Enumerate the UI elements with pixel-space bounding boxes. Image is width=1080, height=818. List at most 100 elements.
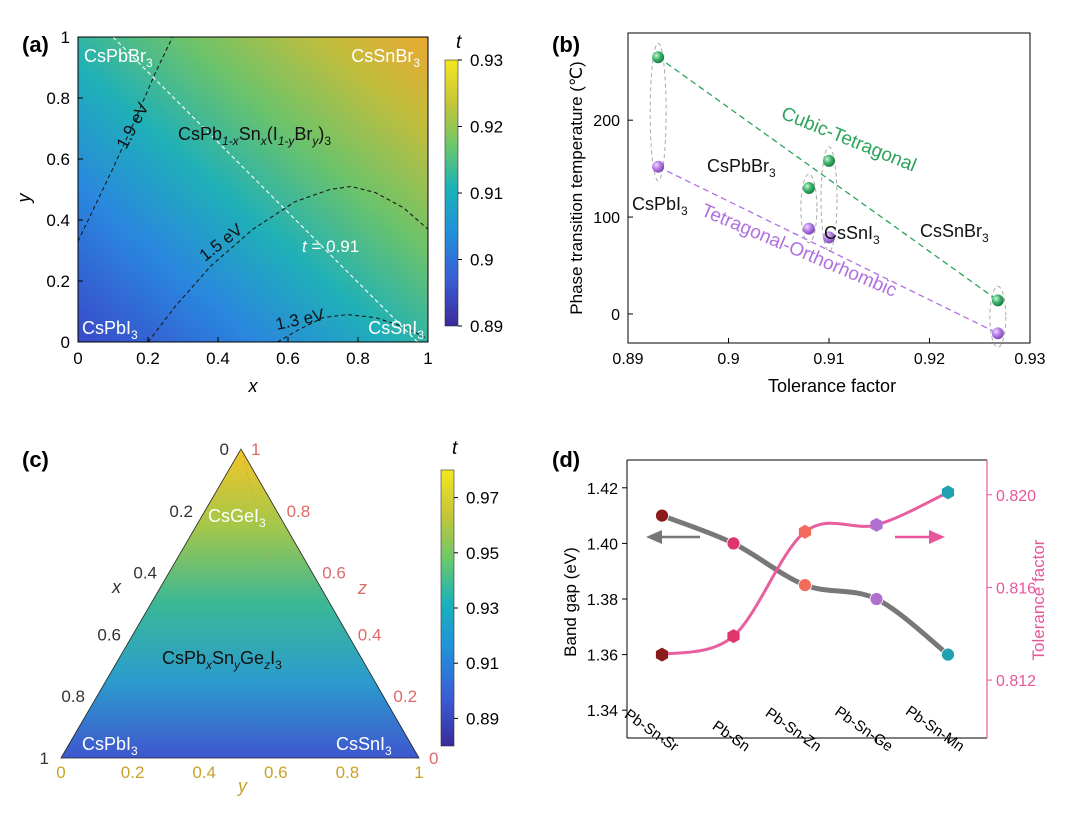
compound-label-cssni3: CsSnI3 [824, 223, 880, 247]
group-ellipse [649, 42, 667, 182]
ternary-tick-z: 0 [429, 749, 438, 768]
panel-label-d: (d) [552, 447, 580, 472]
vertex-left: CsPbI3 [82, 734, 138, 758]
tolerance-marker [655, 647, 669, 662]
panel-label-a: (a) [22, 32, 49, 57]
panel-a: (a) 0 0.2 0.4 0.6 0.8 1 0 0.2 0.4 0.6 0.8 1 y x CsP… [14, 28, 503, 396]
y-axis-label-b: Phase transition temperature (℃) [567, 61, 586, 314]
y-tick-label-a: 0 [61, 333, 70, 352]
group-ellipse [800, 173, 818, 244]
contour-line [277, 314, 428, 342]
y-tick-label-right-d: 0.816 [996, 580, 1036, 597]
y-tick-label-a: 1 [61, 28, 70, 47]
colorbar-tick-label-a: 0.9 [470, 251, 494, 270]
x-tick-label-a: 1 [423, 349, 432, 368]
ternary-axis-z: z [357, 578, 367, 598]
y-tick-label-left-d: 1.40 [587, 536, 618, 553]
x-tick-label-a: 0.6 [276, 349, 300, 368]
data-point [652, 51, 665, 64]
vertex-right: CsSnI3 [336, 734, 392, 758]
band-gap-marker [726, 536, 741, 551]
y-tick-label-left-d: 1.38 [587, 592, 618, 609]
colorbar-tick-label-a: 0.92 [470, 118, 503, 137]
colorbar-tick-label-c: 0.95 [466, 544, 499, 563]
band-gap-marker [941, 647, 955, 662]
series-line [661, 491, 949, 657]
corner-top-left: CsPbBr3 [84, 46, 153, 70]
band-gap-marker [655, 508, 669, 523]
axes-a: 0 0.2 0.4 0.6 0.8 1 0 0.2 0.4 0.6 0.8 1 [46, 28, 432, 368]
category-label: Pb-Sn-Mn [902, 703, 967, 756]
heatmap-a [78, 37, 428, 342]
data-point [823, 231, 835, 244]
panel-c: (c) 00.20.40.60.810 0.2 0.4 0.6 0.8 100.20.40… [22, 438, 499, 796]
y-tick-label-left-d: 1.42 [587, 481, 618, 498]
contour-line [147, 185, 428, 342]
ternary-tick-y: 0 [56, 763, 65, 782]
x-tick-label-b: 0.92 [914, 351, 945, 368]
y-tick-label-a: 0.6 [46, 150, 70, 169]
y-tick-label-right-d: 0.812 [996, 673, 1036, 690]
formula-a: CsPb1-xSnx(I1-yBry)3 [178, 124, 331, 148]
ternary-tick-z: 0.6 [322, 564, 346, 583]
compound-label-cspbbr3: CsPbBr3 [707, 156, 776, 180]
category-label: Pb-Sn-Sr [621, 706, 681, 755]
series-label-cubic-tetragonal: Cubic-Tetragonal [778, 103, 919, 176]
iso-t-line [112, 37, 418, 342]
ternary-tick-z: 0.8 [287, 502, 311, 521]
corner-top-right: CsSnBr3 [351, 46, 420, 70]
ternary-tick-y: 0.4 [192, 763, 216, 782]
colorbar-a [444, 59, 459, 327]
trend-line [657, 166, 999, 334]
ternary-tick-x: 0.2 [169, 502, 193, 521]
data-point [991, 294, 1004, 307]
x-tick-label-b: 0.93 [1014, 351, 1045, 368]
category-label: Pb-Sn-Ge [832, 703, 896, 755]
colorbar-tick-label-a: 0.89 [470, 317, 503, 336]
ternary-tick-x: 0.8 [61, 687, 85, 706]
formula-c: CsPbxSnyGezI3 [162, 648, 282, 672]
tolerance-marker [941, 485, 955, 500]
ternary-tick-y: 1 [414, 763, 423, 782]
ternary-tick-y: 0.8 [336, 763, 360, 782]
data-point [802, 182, 815, 194]
panel-label-c: (c) [22, 447, 49, 472]
ternary-tick-x: 1 [40, 749, 49, 768]
y-tick-label-b: 200 [593, 113, 620, 130]
x-axis-label-b: Tolerance factor [768, 376, 896, 396]
ternary-tick-z: 0.2 [393, 687, 417, 706]
vertex-top: CsGeI3 [208, 506, 266, 530]
series-label-tetragonal-orthorhombic: Tetragonal-Orthorhombic [698, 200, 900, 301]
colorbar-label-c: t [452, 438, 458, 459]
data-point [823, 154, 835, 167]
panel-b: (b) 0.89 0.9 0.91 0.92 0.93 0 100 200 Tolerance… [552, 32, 1046, 396]
colorbar-tick-label-c: 0.89 [466, 709, 499, 728]
colorbar-tick-label-a: 0.91 [470, 184, 503, 203]
group-ellipse [989, 285, 1007, 348]
x-tick-label-a: 0.8 [346, 349, 370, 368]
corner-bottom-left: CsPbI3 [82, 318, 138, 342]
y-tick-label-b: 100 [593, 210, 620, 227]
x-tick-label-a: 0 [73, 349, 82, 368]
y-tick-label-a: 0.8 [46, 89, 70, 108]
colorbar-tick-label-c: 0.91 [466, 654, 499, 673]
colorbar-tick-label-c: 0.93 [466, 599, 499, 618]
ternary-map [61, 449, 419, 758]
band-gap-marker [798, 578, 812, 592]
compound-label-cssnbr3: CsSnBr3 [920, 221, 989, 245]
y-axis-label-a: y [14, 193, 34, 205]
ternary-tick-x: 0.4 [133, 564, 157, 583]
y-axis-right-label-d: Tolerance factor [1029, 539, 1048, 660]
panel-d: (d) 1.34 1.36 1.38 1.40 1.42 0.812 0.816 0.820 P… [552, 447, 1048, 755]
compound-label-cspbi3: CsPbI3 [632, 194, 688, 218]
ternary-tick-y: 0.6 [264, 763, 288, 782]
category-label: Pb-Sn-Zn [762, 705, 824, 756]
tolerance-marker [870, 517, 883, 532]
group-ellipse [820, 146, 838, 252]
corner-bottom-right: CsSnI3 [368, 318, 424, 342]
colorbar-tick-label-a: 0.93 [470, 51, 503, 70]
ternary-tick-z: 0.4 [358, 625, 382, 644]
x-tick-label-b: 0.9 [717, 351, 739, 368]
band-gap-marker [869, 592, 884, 606]
data-point [991, 327, 1004, 340]
